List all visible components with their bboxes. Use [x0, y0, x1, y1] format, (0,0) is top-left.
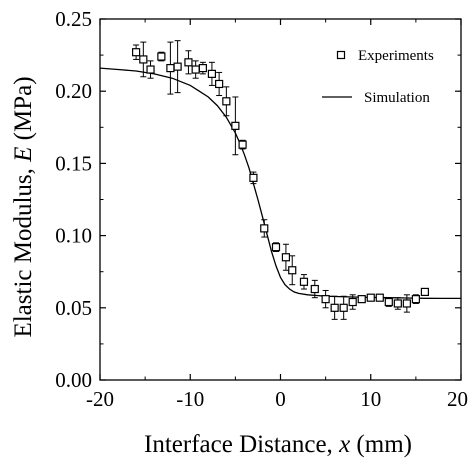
y-tick-label: 0.10: [55, 224, 92, 248]
y-tick-label: 0.20: [55, 79, 92, 103]
experiment-point: [420, 287, 429, 297]
experiment-point: [411, 294, 420, 304]
experiment-point: [299, 274, 309, 290]
experiment-marker: [420, 287, 429, 297]
x-axis-title-suffix: (mm): [350, 431, 412, 458]
x-tick-label: -10: [176, 387, 204, 411]
experiment-marker: [139, 55, 148, 64]
experiment-marker: [271, 243, 281, 252]
legend: Experiments Simulation: [322, 48, 434, 106]
experiment-marker: [321, 295, 330, 304]
experiment-marker: [393, 299, 402, 308]
y-axis-title-prefix: Elastic Modulus,: [10, 162, 37, 338]
simulation-line: [99, 67, 461, 300]
experiment-marker: [281, 253, 291, 262]
experiment-point: [281, 243, 291, 271]
experiment-point: [339, 295, 348, 320]
experiment-point: [271, 242, 281, 252]
x-tick-label: -20: [86, 387, 114, 411]
experiment-marker: [348, 297, 357, 307]
y-tick-label: 0.05: [55, 296, 92, 320]
experiment-marker: [310, 284, 319, 294]
y-tick-label: 0.00: [55, 368, 92, 392]
experiment-marker: [330, 303, 339, 312]
y-tick-label: 0.25: [55, 7, 92, 31]
experiment-point: [402, 294, 411, 313]
x-axis-title-var: x: [338, 431, 350, 458]
experiment-marker: [260, 224, 269, 233]
legend-experiments-marker: [336, 50, 346, 60]
experiment-point: [238, 139, 247, 150]
experiment-marker: [222, 97, 231, 106]
y-tick-labels: 0.00 0.05 0.10 0.15 0.20 0.25: [55, 7, 92, 392]
experiment-point: [310, 279, 319, 299]
experiment-marker: [411, 295, 420, 304]
experiment-point: [231, 96, 240, 156]
experiment-point: [146, 60, 155, 79]
experiment-point: [357, 295, 366, 304]
experiment-point: [330, 295, 339, 320]
x-axis-title-prefix: Interface Distance,: [144, 431, 339, 458]
experiment-marker: [157, 52, 166, 61]
experiment-point: [366, 293, 375, 302]
experiment-point: [321, 289, 330, 309]
experiment-point: [173, 40, 182, 94]
experiment-marker: [207, 69, 217, 78]
experiment-marker: [215, 79, 224, 89]
experiment-marker: [339, 303, 348, 312]
experiment-point: [191, 60, 200, 79]
legend-experiments-label: Experiments: [358, 48, 434, 64]
y-axis-title-suffix: (MPa): [10, 76, 37, 146]
experiment-marker: [402, 299, 411, 308]
y-tick-label: 0.15: [55, 151, 92, 175]
experiment-point: [384, 297, 393, 307]
experiment-point: [184, 50, 193, 75]
experiment-point: [166, 41, 175, 95]
experiment-marker: [375, 293, 384, 302]
experiment-marker: [166, 63, 175, 73]
experiment-point: [260, 219, 269, 238]
experiment-point: [132, 44, 141, 60]
x-tick-label: 20: [447, 387, 468, 411]
experiment-point: [348, 294, 357, 310]
experiment-marker: [249, 173, 258, 182]
experiment-point: [215, 71, 224, 97]
experiment-marker: [173, 62, 182, 71]
plot-area: [99, 18, 462, 381]
y-axis-title-var: E: [10, 147, 37, 163]
experiment-marker: [357, 295, 366, 304]
x-tick-labels: -20 -10 0 10 20: [86, 387, 468, 411]
experiment-marker: [231, 121, 240, 130]
experiment-marker: [238, 140, 247, 149]
experiment-marker: [184, 58, 193, 67]
experiment-point: [222, 86, 231, 117]
x-tick-label: 0: [275, 387, 286, 411]
experiment-marker: [198, 63, 207, 73]
experiment-marker: [366, 293, 375, 302]
experiment-point: [288, 255, 297, 286]
experiment-marker: [384, 297, 393, 307]
x-axis-title: Interface Distance, x (mm): [144, 431, 412, 458]
experiment-point: [249, 171, 258, 185]
experiment-marker: [299, 277, 309, 286]
experiment-marker: [191, 65, 200, 74]
legend-simulation-label: Simulation: [364, 90, 430, 106]
experiment-point: [198, 61, 207, 75]
x-tick-label: 10: [360, 387, 381, 411]
experiment-point: [157, 51, 166, 62]
experiment-point: [393, 297, 402, 310]
experiment-marker: [132, 48, 141, 57]
experiment-marker: [288, 266, 297, 275]
experiment-point: [207, 61, 217, 86]
experiment-marker: [146, 65, 155, 74]
experiment-point: [139, 41, 148, 78]
experiment-point: [375, 293, 384, 302]
y-axis-title: Elastic Modulus, E (MPa): [10, 76, 37, 337]
